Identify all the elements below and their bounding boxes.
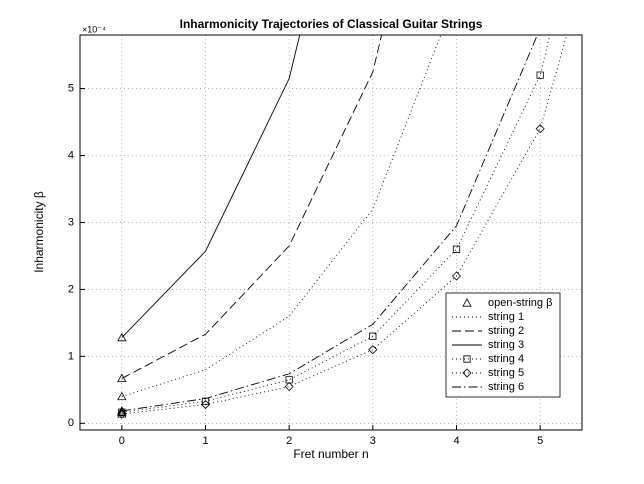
marker [369, 332, 377, 340]
legend-marker [462, 368, 472, 378]
legend-label: string 3 [488, 339, 524, 351]
x-axis-label: Fret number n [293, 447, 368, 461]
legend-label: string 6 [488, 381, 524, 393]
series-line [121, 35, 568, 415]
series-line [121, 35, 538, 412]
marker [117, 409, 127, 419]
legend-marker [463, 355, 471, 363]
x-tick-label: 0 [119, 435, 125, 447]
chart-title: Inharmonicity Trajectories of Classical … [180, 17, 483, 31]
marker [117, 373, 127, 383]
marker [451, 271, 462, 281]
marker [536, 71, 544, 79]
series-line [121, 35, 551, 413]
y-tick-label: 4 [68, 149, 74, 161]
marker [200, 399, 211, 410]
marker [535, 124, 545, 134]
grid [80, 35, 582, 430]
y-axis-label: Inharmonicity β [32, 191, 46, 273]
x-tick-label: 2 [286, 435, 292, 447]
y-tick-label: 5 [68, 82, 74, 94]
marker [368, 345, 378, 355]
x-tick-label: 5 [537, 435, 543, 447]
x-tick-label: 3 [370, 435, 376, 447]
legend-label: open-string β [488, 297, 552, 309]
legend-label: string 5 [488, 367, 524, 379]
y-tick-label: 3 [68, 216, 74, 228]
series-line [121, 35, 383, 379]
y-exponent: ×10⁻⁴ [82, 24, 106, 34]
marker [452, 245, 461, 253]
legend-label: string 4 [488, 353, 524, 365]
marker [117, 409, 127, 418]
x-tick-label: 4 [453, 435, 459, 447]
axes-frame [79, 34, 583, 431]
legend-label: string 1 [488, 311, 524, 323]
y-tick-label: 0 [68, 417, 74, 429]
marker [284, 381, 294, 392]
legend-label: string 2 [488, 325, 524, 337]
y-tick-label: 1 [68, 350, 74, 362]
legend-marker [462, 298, 472, 307]
plot-area [117, 35, 568, 419]
legend-box [445, 292, 561, 398]
legend: open-string β string 1 string 2 string 3 str… [445, 292, 561, 398]
x-tick-label: 1 [202, 435, 208, 447]
marker [117, 332, 127, 342]
y-tick-label: 2 [68, 283, 74, 295]
series-line [121, 35, 301, 338]
marker [117, 391, 127, 401]
marker [285, 376, 293, 384]
